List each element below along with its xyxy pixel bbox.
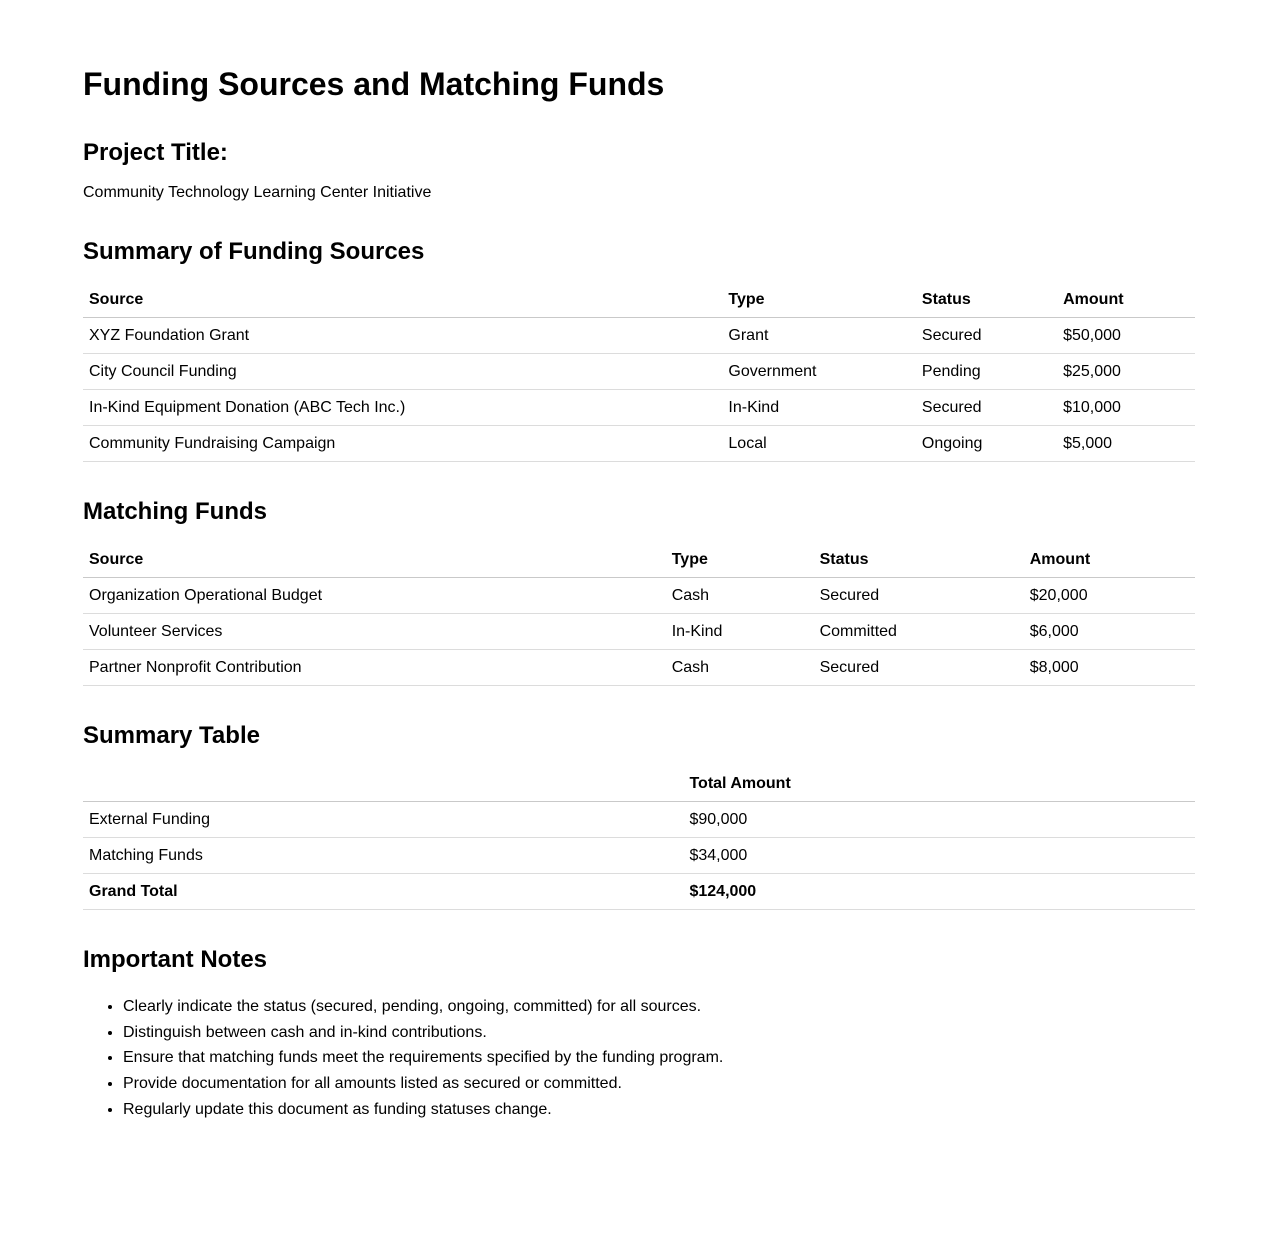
table-cell: $20,000 xyxy=(1023,577,1195,615)
table-cell: Grand Total xyxy=(83,873,684,911)
note-item: Clearly indicate the status (secured, pe… xyxy=(123,994,1195,1020)
table-cell: $50,000 xyxy=(1057,317,1195,354)
table-cell: Cash xyxy=(665,577,814,615)
summary-table: Total Amount External Funding $90,000 Matc… xyxy=(83,766,1195,911)
table-row: In-Kind Equipment Donation (ABC Tech Inc… xyxy=(83,389,1195,426)
table-cell: In-Kind xyxy=(665,613,814,651)
note-item: Provide documentation for all amounts li… xyxy=(123,1071,1195,1097)
column-header: Status xyxy=(813,542,1024,579)
table-row: External Funding $90,000 xyxy=(83,801,1195,839)
column-header: Status xyxy=(915,281,1058,318)
table-cell: Secured xyxy=(915,389,1058,426)
funding-sources-heading: Summary of Funding Sources xyxy=(83,237,425,265)
table-cell: $8,000 xyxy=(1023,649,1195,687)
table-row: Organization Operational Budget Cash Secur… xyxy=(83,577,1195,615)
table-cell: Partner Nonprofit Contribution xyxy=(83,649,666,687)
matching-funds-table: Source Type Status Amount Organization Oper… xyxy=(83,542,1195,687)
table-cell: Secured xyxy=(915,317,1058,354)
table-cell: Volunteer Services xyxy=(83,613,666,651)
table-row: XYZ Foundation Grant Grant Secured $50,000 xyxy=(83,317,1195,354)
table-cell: $25,000 xyxy=(1057,353,1195,390)
funding-sources-body: XYZ Foundation Grant Grant Secured $50,000 C… xyxy=(83,317,1195,462)
table-cell: Matching Funds xyxy=(83,837,684,875)
table-cell: Organization Operational Budget xyxy=(83,577,666,615)
table-cell: In-Kind xyxy=(722,389,916,426)
table-cell: $34,000 xyxy=(683,837,1195,875)
column-header: Source xyxy=(83,281,723,318)
table-cell: $6,000 xyxy=(1023,613,1195,651)
summary-table-heading: Summary Table xyxy=(83,722,260,750)
table-cell: Grant xyxy=(722,317,916,354)
table-row: Partner Nonprofit Contribution Cash Secure… xyxy=(83,649,1195,687)
column-header: Amount xyxy=(1023,542,1195,579)
table-header-row: Total Amount xyxy=(83,766,1195,803)
table-cell: In-Kind Equipment Donation (ABC Tech Inc… xyxy=(83,389,723,426)
project-title-value: Community Technology Learning Center Ini… xyxy=(83,183,432,201)
page-title: Funding Sources and Matching Funds xyxy=(83,66,665,102)
table-cell: Pending xyxy=(915,353,1058,390)
table-cell: Community Fundraising Campaign xyxy=(83,425,723,462)
table-cell: Ongoing xyxy=(915,425,1058,462)
table-cell: Local xyxy=(722,425,916,462)
table-cell: $124,000 xyxy=(683,873,1195,911)
table-row: Volunteer Services In-Kind Committed $6,000 xyxy=(83,613,1195,651)
column-header xyxy=(83,766,684,803)
table-row: City Council Funding Government Pending $25… xyxy=(83,353,1195,390)
table-row: Grand Total $124,000 xyxy=(83,873,1195,911)
table-cell: Committed xyxy=(813,613,1024,651)
table-header-row: Source Type Status Amount xyxy=(83,281,1195,318)
column-header: Source xyxy=(83,542,666,579)
table-header-row: Source Type Status Amount xyxy=(83,542,1195,579)
note-item: Ensure that matching funds meet the requ… xyxy=(123,1045,1195,1071)
summary-table-body: External Funding $90,000 Matching Funds $34… xyxy=(83,801,1195,911)
table-cell: Secured xyxy=(813,577,1024,615)
matching-funds-heading: Matching Funds xyxy=(83,497,267,525)
matching-funds-body: Organization Operational Budget Cash Secur… xyxy=(83,577,1195,687)
table-cell: $5,000 xyxy=(1057,425,1195,462)
table-cell: Government xyxy=(722,353,916,390)
table-row: Matching Funds $34,000 xyxy=(83,837,1195,875)
column-header: Amount xyxy=(1057,281,1195,318)
table-cell: Secured xyxy=(813,649,1024,687)
funding-sources-table: Source Type Status Amount XYZ Foundation Gr… xyxy=(83,281,1195,462)
table-cell: $90,000 xyxy=(683,801,1195,839)
column-header: Total Amount xyxy=(683,766,1195,803)
note-item: Regularly update this document as fundin… xyxy=(123,1097,1195,1123)
table-cell: $10,000 xyxy=(1057,389,1195,426)
table-cell: External Funding xyxy=(83,801,684,839)
table-cell: XYZ Foundation Grant xyxy=(83,317,723,354)
notes-heading: Important Notes xyxy=(83,946,268,974)
table-cell: Cash xyxy=(665,649,814,687)
table-row: Community Fundraising Campaign Local Ongoi… xyxy=(83,425,1195,462)
notes-list: Clearly indicate the status (secured, pe… xyxy=(83,994,1195,1122)
column-header: Type xyxy=(665,542,814,579)
table-cell: City Council Funding xyxy=(83,353,723,390)
project-title-heading: Project Title: xyxy=(83,138,228,166)
note-item: Distinguish between cash and in-kind con… xyxy=(123,1020,1195,1046)
column-header: Type xyxy=(722,281,916,318)
